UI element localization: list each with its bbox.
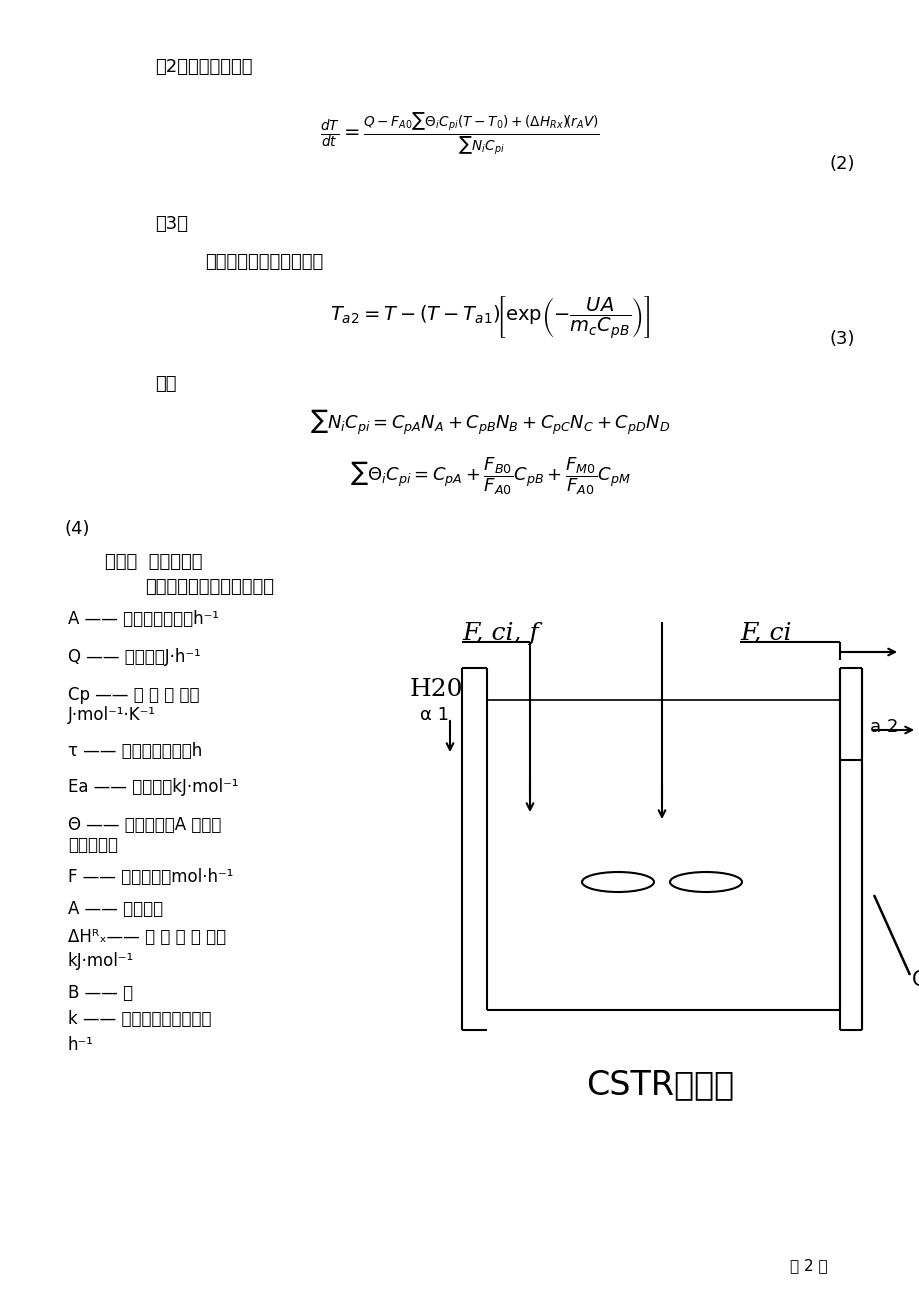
Text: Cp —— 恒 压 热 容，: Cp —— 恒 压 热 容， xyxy=(68,686,199,704)
Text: （三）  符号说明：: （三） 符号说明： xyxy=(105,553,202,572)
Text: Ea —— 活化能，kJ·mol⁻¹: Ea —— 活化能，kJ·mol⁻¹ xyxy=(68,779,238,796)
Text: A —— 环氧丙烷: A —— 环氧丙烷 xyxy=(68,900,163,918)
Text: kJ·mol⁻¹: kJ·mol⁻¹ xyxy=(68,952,134,970)
Text: B —— 水: B —— 水 xyxy=(68,984,133,1003)
Text: τ —— 平均停留时间，h: τ —— 平均停留时间，h xyxy=(68,742,202,760)
Text: 第 2 页: 第 2 页 xyxy=(789,1258,827,1273)
Text: $\frac{dT}{dt}=\frac{Q-F_{A0}\sum\Theta_{i}C_{pi}\left(T-T_{0}\right)+\left(\Del: $\frac{dT}{dt}=\frac{Q-F_{A0}\sum\Theta_… xyxy=(320,109,599,156)
Text: $T_{a2}=T-\left(T-T_{a1}\right)\!\left[\exp\!\left(-\dfrac{UA}{m_{c}C_{pB}}\righ: $T_{a2}=T-\left(T-T_{a1}\right)\!\left[\… xyxy=(329,296,650,341)
Text: (2): (2) xyxy=(829,155,855,173)
Text: Θ —— 其它物质与A 的进料: Θ —— 其它物质与A 的进料 xyxy=(68,816,221,835)
Text: （3）: （3） xyxy=(154,215,187,233)
Text: CSTR反应器: CSTR反应器 xyxy=(585,1068,733,1101)
Text: H20: H20 xyxy=(410,678,463,700)
Text: F —— 摩尔流率，mol·h⁻¹: F —— 摩尔流率，mol·h⁻¹ xyxy=(68,868,233,885)
Text: F, ci, f: F, ci, f xyxy=(461,622,539,644)
Text: α 1: α 1 xyxy=(420,706,448,724)
Text: k —— 化学反应速率常数，: k —— 化学反应速率常数， xyxy=(68,1010,211,1029)
Text: F, ci: F, ci xyxy=(739,622,790,644)
Text: Q: Q xyxy=(911,970,919,990)
Text: (4): (4) xyxy=(65,519,90,538)
Text: h⁻¹: h⁻¹ xyxy=(68,1036,94,1055)
Text: a 2: a 2 xyxy=(869,717,897,736)
Text: 反应器示意图如右图所示：: 反应器示意图如右图所示： xyxy=(145,578,274,596)
Text: （2）能量守恒为：: （2）能量守恒为： xyxy=(154,59,252,76)
Text: (3): (3) xyxy=(829,329,855,348)
Ellipse shape xyxy=(582,872,653,892)
Text: ΔHᴿₓ—— 化 学 反 应 热，: ΔHᴿₓ—— 化 学 反 应 热， xyxy=(68,928,226,947)
Text: J·mol⁻¹·K⁻¹: J·mol⁻¹·K⁻¹ xyxy=(68,706,156,724)
Text: $\sum N_{i}C_{pi}=C_{pA}N_{A}+C_{pB}N_{B}+C_{pC}N_{C}+C_{pD}N_{D}$: $\sum N_{i}C_{pi}=C_{pA}N_{A}+C_{pB}N_{B… xyxy=(310,408,669,437)
Text: 式中: 式中 xyxy=(154,375,176,393)
Text: 物质的量比: 物质的量比 xyxy=(68,836,118,854)
Text: $\sum\Theta_{i}C_{pi}=C_{pA}+\dfrac{F_{B0}}{F_{A0}}C_{pB}+\dfrac{F_{M0}}{F_{A0}}: $\sum\Theta_{i}C_{pi}=C_{pA}+\dfrac{F_{B… xyxy=(349,454,630,496)
Text: Q —— 换热量，J·h⁻¹: Q —— 换热量，J·h⁻¹ xyxy=(68,648,200,667)
Ellipse shape xyxy=(669,872,742,892)
Text: A —— 表观频率因子，h⁻¹: A —— 表观频率因子，h⁻¹ xyxy=(68,611,219,628)
Text: 冷却水出口温度的计算：: 冷却水出口温度的计算： xyxy=(205,253,323,271)
